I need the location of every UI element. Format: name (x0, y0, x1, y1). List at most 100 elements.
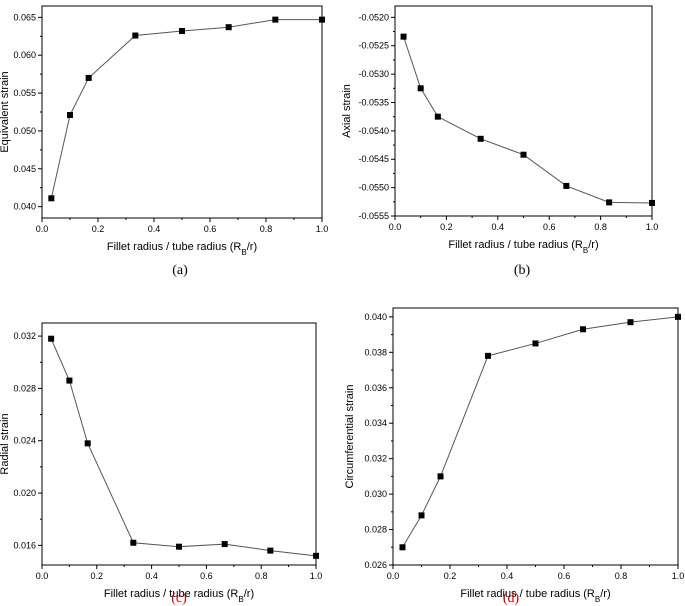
y-tick-label: 0.032 (364, 454, 387, 464)
plot-frame (394, 5, 653, 217)
x-axis-title-end: /r) (244, 588, 254, 600)
plot-frame (392, 307, 679, 566)
y-tick-label: 0.050 (13, 126, 36, 136)
x-tick-label: 0.4 (145, 571, 158, 581)
x-tick-label: 1.0 (646, 222, 659, 232)
data-point (48, 335, 55, 342)
data-point (319, 16, 325, 23)
x-tick-label: 0.0 (389, 222, 402, 232)
x-tick-label: 0.6 (558, 571, 571, 581)
y-tick-label: 0.065 (13, 12, 36, 22)
data-point (675, 313, 681, 320)
y-tick-label: 0.060 (13, 50, 36, 60)
y-tick-label: 0.030 (364, 489, 387, 499)
data-point (225, 24, 232, 31)
y-tick-label: 0.026 (364, 560, 387, 570)
x-axis-title-subscript: B (241, 248, 246, 257)
y-tick-label: -0.0525 (358, 41, 389, 51)
x-tick-label: 0.4 (148, 224, 161, 234)
x-tick-label: 0.8 (615, 571, 628, 581)
x-axis-title: Fillet radius / tube radius (RB/r) (448, 239, 598, 255)
x-axis-title-subscript: B (595, 595, 600, 604)
x-tick-label: 0.2 (444, 571, 457, 581)
y-tick-label: -0.0530 (358, 69, 389, 79)
y-tick-label: 0.036 (364, 383, 387, 393)
data-point (176, 543, 182, 550)
data-point (477, 135, 484, 142)
x-tick-label: 0.0 (36, 571, 49, 581)
series-line (50, 338, 317, 557)
data-point (84, 440, 91, 447)
y-tick-label: -0.0550 (358, 183, 389, 193)
data-point (48, 195, 55, 202)
series-line (50, 19, 322, 199)
x-axis-title-text: Fillet radius / tube radius (R (460, 588, 595, 600)
x-tick-label: 0.2 (91, 571, 104, 581)
x-tick-label: 1.0 (316, 224, 329, 234)
data-point (85, 74, 92, 81)
x-tick-label: 0.8 (255, 571, 268, 581)
panel-caption: (c) (171, 591, 187, 606)
panel-a-equivalent-strain: 0.0 0.2 0.4 0.6 0.8 1.0 0.040 0.045 0.050 0.055 0.… (0, 5, 329, 278)
data-point (520, 151, 527, 158)
panel-caption: (a) (172, 263, 188, 278)
y-tick-label: 0.040 (364, 312, 387, 322)
x-axis-title-text: Fillet radius / tube radius (R (448, 239, 583, 251)
data-point (580, 326, 587, 333)
data-point (437, 473, 444, 480)
x-axis-title: Fillet radius / tube radius (RB/r) (460, 588, 610, 604)
data-point (400, 33, 407, 40)
y-tick-label: 0.028 (13, 383, 36, 393)
y-tick-label: -0.0555 (358, 211, 389, 221)
x-axis-title-subscript: B (583, 246, 588, 255)
y-tick-label: 0.028 (364, 525, 387, 535)
y-tick-label: -0.0520 (358, 12, 389, 22)
x-tick-label: 0.8 (594, 222, 607, 232)
data-point (649, 199, 655, 206)
data-point (67, 112, 73, 119)
y-tick-label: 0.034 (364, 418, 387, 428)
x-axis-title: Fillet radius / tube radius (RB/r) (104, 588, 254, 604)
y-axis-title: Circumferential strain (344, 385, 356, 489)
y-tick-label: 0.045 (13, 164, 36, 174)
y-tick-label: 0.038 (364, 347, 387, 357)
x-axis-title: Fillet radius / tube radius (RB/r) (107, 241, 257, 257)
panel-d-circumferential-strain: 0.0 0.2 0.4 0.6 0.8 1.0 0.026 0.028 0.030 0.032 0.… (344, 307, 685, 606)
x-tick-label: 0.2 (92, 224, 105, 234)
data-point (130, 539, 137, 546)
data-point (627, 319, 634, 326)
data-point (434, 113, 441, 120)
x-tick-label: 0.0 (36, 224, 49, 234)
x-tick-label: 1.0 (672, 571, 685, 581)
y-tick-label: 0.040 (13, 202, 36, 212)
x-tick-label: 0.8 (260, 224, 273, 234)
panel-b-axial-strain: 0.0 0.2 0.4 0.6 0.8 1.0 -0.0555 -0.0550 -0.0545 -… (341, 5, 659, 278)
x-tick-label: 0.4 (492, 222, 505, 232)
data-point (66, 377, 73, 384)
x-tick-label: 0.6 (200, 571, 213, 581)
y-axis-title: Radial strain (0, 413, 11, 474)
x-axis-title-text: Fillet radius / tube radius (R (107, 241, 242, 253)
series-line (403, 36, 653, 204)
data-point (179, 27, 185, 34)
y-tick-label: -0.0535 (358, 97, 389, 107)
panel-caption: (d) (503, 591, 520, 606)
x-tick-label: 1.0 (310, 571, 323, 581)
x-tick-label: 0.6 (543, 222, 556, 232)
data-point (267, 547, 274, 554)
data-point (132, 32, 139, 39)
y-tick-label: -0.0540 (358, 126, 389, 136)
x-axis-title-end: /r) (247, 241, 257, 253)
x-tick-label: 0.2 (440, 222, 453, 232)
plot-frame (41, 322, 317, 566)
data-point (484, 352, 491, 359)
x-axis-title-end: /r) (600, 588, 610, 600)
data-point (417, 85, 424, 92)
y-tick-label: 0.032 (13, 331, 36, 341)
x-tick-label: 0.0 (387, 571, 400, 581)
y-axis-title: Axial strain (341, 84, 353, 138)
series-line (402, 316, 679, 548)
plot-frame (41, 5, 323, 219)
y-tick-label: -0.0545 (358, 154, 389, 164)
